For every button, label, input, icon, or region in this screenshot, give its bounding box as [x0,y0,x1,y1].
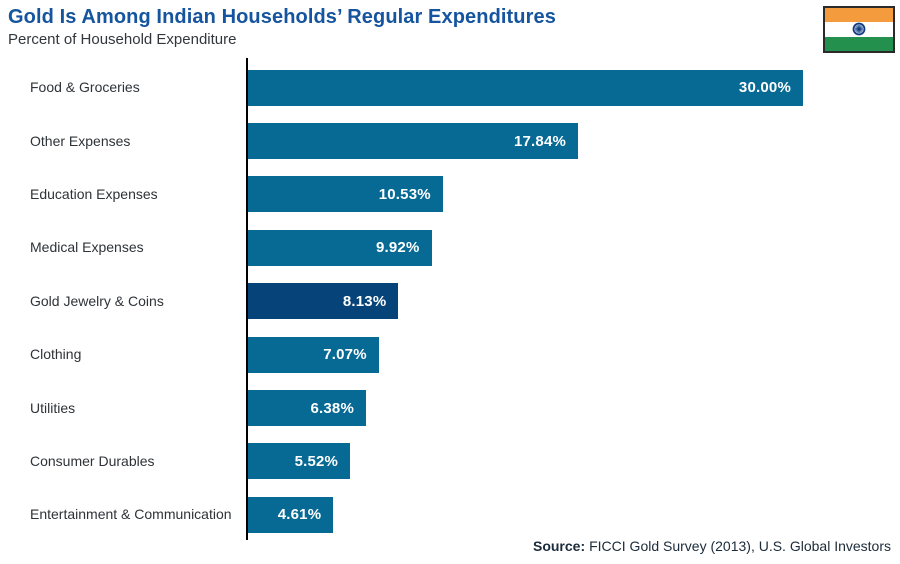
bar: 7.07% [248,336,379,373]
source-label: Source: [532,538,586,554]
value-label: 5.52% [294,452,339,470]
bar-highlight: 8.13% [248,283,399,320]
page-title: Gold Is Among Indian Households’ Regular… [8,6,556,28]
category-label: Entertainment & Communication [30,506,232,523]
category-label: Gold Jewelry & Coins [30,292,164,309]
value-label: 4.61% [277,506,322,524]
category-label: Education Expenses [30,185,158,202]
y-axis-line [246,58,248,540]
category-label: Utilities [30,399,76,416]
source-text: FICCI Gold Survey (2013), U.S. Global In… [589,538,891,554]
bar-row: Clothing 7.07% [0,328,900,381]
category-label: Medical Expenses [30,239,144,256]
bar-chart: Food & Groceries 30.00% Other Expenses 17.8… [0,58,900,540]
value-label: 10.53% [378,185,431,203]
bar: 5.52% [248,443,351,480]
bar-row: Entertainment & Communication 4.61% [0,488,900,541]
bar: 4.61% [248,496,334,533]
bar-row: Food & Groceries 30.00% [0,61,900,114]
bar-row: Utilities 6.38% [0,381,900,434]
value-label: 8.13% [342,292,387,310]
category-label: Clothing [30,346,82,363]
bar-rows: Food & Groceries 30.00% Other Expenses 17.8… [0,61,900,542]
category-label: Consumer Durables [30,452,155,469]
bar: 17.84% [248,123,579,160]
bar: 10.53% [248,176,443,213]
value-label: 9.92% [375,239,420,257]
page-subtitle: Percent of Household Expenditure [8,31,237,48]
category-label: Food & Groceries [30,79,140,96]
value-label: 6.38% [310,399,355,417]
bar: 30.00% [248,69,803,106]
bar-row: Medical Expenses 9.92% [0,221,900,274]
bar-row: Gold Jewelry & Coins 8.13% [0,275,900,328]
value-label: 7.07% [323,346,367,364]
flag-saffron-stripe [825,8,893,23]
flag-white-stripe [825,22,893,37]
bar-row: Consumer Durables 5.52% [0,435,900,488]
bar: 6.38% [248,390,367,427]
value-label: 30.00% [738,79,791,97]
source-note: Source: FICCI Gold Survey (2013), U.S. Gl… [533,538,891,554]
bar: 9.92% [248,229,432,266]
india-flag-icon [823,6,895,53]
flag-green-stripe [825,36,893,51]
bar-row: Other Expenses 17.84% [0,114,900,167]
category-label: Other Expenses [30,132,131,149]
value-label: 17.84% [513,132,567,150]
chart-header: Gold Is Among Indian Households’ Regular… [8,5,556,48]
bar-row: Education Expenses 10.53% [0,168,900,221]
ashoka-chakra-icon [852,23,866,36]
